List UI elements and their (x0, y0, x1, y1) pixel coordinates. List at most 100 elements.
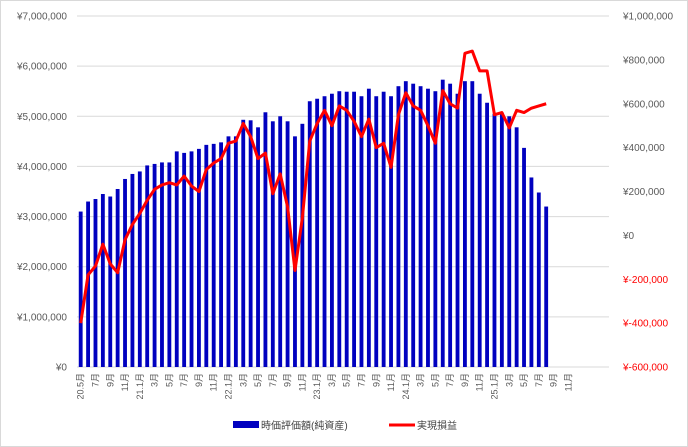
y-right-tick-label: ¥200,000 (622, 187, 665, 198)
bar (241, 119, 246, 367)
bar (248, 120, 253, 367)
bar (93, 199, 98, 367)
bar (137, 171, 142, 367)
x-tick-label: 3月 (150, 373, 160, 387)
y-left-tick-label: ¥0 (55, 363, 68, 374)
bar (418, 86, 423, 367)
x-tick-label: 23.1月 (312, 373, 322, 400)
bar (256, 127, 260, 368)
bar (189, 151, 194, 367)
bar (514, 127, 519, 368)
x-tick-label: 5月 (342, 373, 352, 387)
y-left-tick-label: ¥3,000,000 (16, 212, 67, 223)
bar (226, 136, 231, 367)
x-tick-label: 9月 (371, 373, 381, 387)
x-tick-label: 11月 (475, 373, 485, 391)
x-tick-label: 9月 (194, 373, 204, 387)
bar (455, 93, 460, 367)
y-right-tick-label: ¥-200,000 (622, 275, 668, 286)
bar (174, 151, 179, 367)
bar (374, 96, 379, 367)
x-tick-label: 7月 (179, 373, 189, 387)
x-tick-label: 25.1月 (489, 373, 499, 400)
x-tick-label: 5月 (253, 373, 263, 387)
bar (278, 116, 283, 368)
x-tick-label: 3月 (416, 373, 426, 387)
bar (477, 93, 482, 367)
x-tick-label: 11月 (120, 373, 130, 391)
bar (196, 148, 201, 367)
bar (115, 188, 120, 367)
bar (322, 96, 327, 367)
bar (485, 102, 490, 368)
line-series (79, 49, 547, 324)
x-tick-label: 24.1月 (401, 373, 411, 400)
bar (426, 88, 430, 367)
bar (337, 91, 342, 367)
bar (307, 101, 312, 367)
x-axis-ticks: 20.5月 7月 9月 11月 21.1月 3月 5月 7月 9月 11月 22.1月 3月 5月 7月 9… (76, 373, 574, 400)
x-tick-label: 5月 (164, 373, 174, 387)
legend-label-bar: 時価評価額(純資産) (261, 419, 348, 432)
bar (389, 96, 393, 367)
bar (145, 165, 150, 367)
gridlines (77, 15, 609, 368)
bar (462, 81, 467, 367)
x-tick-label: 11月 (386, 373, 396, 391)
x-tick-label: 11月 (209, 373, 219, 391)
bar (522, 147, 526, 367)
x-tick-label: 9月 (105, 373, 115, 387)
bar (403, 81, 408, 367)
y-right-tick-label: ¥400,000 (622, 143, 665, 154)
bar (470, 81, 475, 367)
y-left-tick-label: ¥5,000,000 (16, 112, 67, 123)
bar (123, 178, 127, 367)
x-tick-label: 9月 (549, 373, 559, 387)
bar (381, 91, 386, 368)
bar (130, 173, 135, 367)
bar (300, 123, 305, 367)
bar (440, 79, 445, 367)
bar (329, 93, 334, 367)
bar (366, 88, 371, 367)
bar (499, 112, 504, 367)
bar (507, 116, 512, 368)
x-tick-label: 5月 (430, 373, 440, 387)
left-axis-ticks: ¥0 ¥1,000,000 ¥2,000,000 ¥3,000,000 ¥4,000,0… (16, 12, 67, 374)
bar (315, 98, 320, 367)
bar (529, 177, 534, 367)
x-tick-label: 7月 (268, 373, 278, 387)
y-right-tick-label: ¥-600,000 (622, 363, 668, 374)
bar (344, 91, 349, 368)
bar (108, 196, 113, 367)
y-right-tick-label: ¥600,000 (622, 99, 665, 110)
y-left-tick-label: ¥2,000,000 (16, 262, 67, 273)
y-left-tick-label: ¥7,000,000 (16, 12, 67, 23)
x-tick-label: 5月 (519, 373, 529, 387)
bar-series (78, 79, 549, 368)
x-tick-label: 7月 (445, 373, 455, 387)
bar (100, 194, 105, 367)
y-right-tick-label: ¥1,000,000 (622, 12, 673, 23)
x-tick-label: 3月 (504, 373, 514, 387)
legend: 時価評価額(純資産) 実現損益 (233, 419, 457, 432)
x-tick-label: 20.5月 (76, 373, 86, 400)
bar (211, 143, 216, 367)
bar (359, 96, 364, 367)
legend-label-line: 実現損益 (417, 419, 457, 432)
x-tick-label: 9月 (283, 373, 293, 387)
bar (544, 206, 549, 367)
bar (78, 211, 83, 367)
bar (492, 113, 497, 368)
bar (182, 152, 187, 367)
line-series-path (79, 49, 547, 324)
y-left-tick-label: ¥6,000,000 (16, 62, 67, 73)
bar (352, 91, 357, 368)
y-right-tick-label: ¥0 (622, 231, 635, 242)
x-tick-label: 22.1月 (223, 373, 233, 400)
x-tick-label: 3月 (238, 373, 248, 387)
x-tick-label: 21.1月 (135, 373, 145, 400)
legend-swatch-bar (233, 421, 259, 428)
